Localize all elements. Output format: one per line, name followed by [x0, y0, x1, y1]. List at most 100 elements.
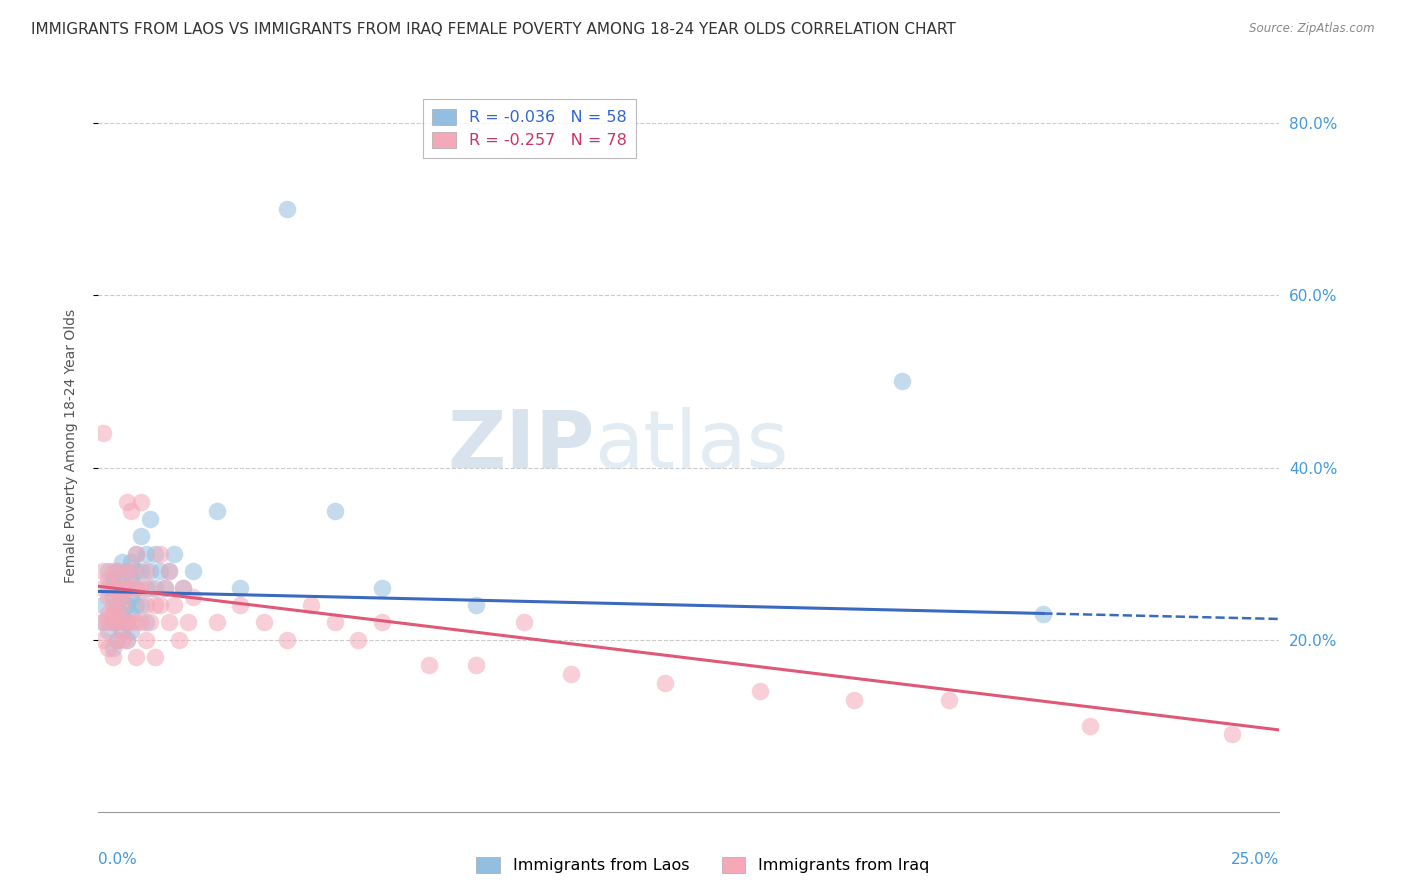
Point [143, 649, 166, 664]
Point [125, 649, 148, 664]
Point [91, 632, 114, 647]
Point [101, 641, 124, 656]
Point [157, 564, 180, 578]
Point [121, 590, 143, 604]
Point [97, 581, 120, 595]
Text: 0.0%: 0.0% [98, 852, 138, 867]
Point [229, 581, 252, 595]
Point [125, 547, 148, 561]
Point [1032, 607, 1054, 621]
Point [91, 581, 114, 595]
Point [97, 624, 120, 638]
Point [121, 573, 143, 587]
Point [111, 555, 134, 569]
Point [129, 564, 152, 578]
Point [101, 615, 124, 630]
Point [143, 598, 166, 612]
Point [465, 658, 488, 673]
Point [101, 581, 124, 595]
Point [129, 529, 152, 543]
Point [139, 581, 162, 595]
Point [139, 564, 162, 578]
Point [177, 615, 200, 630]
Point [105, 632, 128, 647]
Point [125, 547, 148, 561]
Point [101, 598, 124, 612]
Text: 25.0%: 25.0% [1232, 852, 1279, 867]
Point [91, 564, 114, 578]
Point [115, 564, 138, 578]
Point [276, 202, 298, 217]
Point [890, 375, 912, 389]
Point [105, 615, 128, 630]
Point [748, 684, 770, 698]
Point [111, 573, 134, 587]
Point [111, 615, 134, 630]
Point [139, 615, 162, 630]
Point [115, 581, 138, 595]
Point [371, 581, 394, 595]
Point [253, 615, 276, 630]
Point [149, 564, 172, 578]
Point [229, 598, 252, 612]
Point [111, 632, 134, 647]
Point [149, 598, 172, 612]
Point [111, 581, 134, 595]
Point [560, 667, 582, 681]
Point [97, 607, 120, 621]
Point [143, 581, 166, 595]
Point [121, 615, 143, 630]
Point [157, 564, 180, 578]
Point [323, 503, 346, 517]
Point [135, 547, 157, 561]
Point [105, 632, 128, 647]
Point [129, 581, 152, 595]
Text: IMMIGRANTS FROM LAOS VS IMMIGRANTS FROM IRAQ FEMALE POVERTY AMONG 18-24 YEAR OLD: IMMIGRANTS FROM LAOS VS IMMIGRANTS FROM … [31, 22, 956, 37]
Point [115, 564, 138, 578]
Point [938, 693, 960, 707]
Point [97, 590, 120, 604]
Point [97, 573, 120, 587]
Point [115, 615, 138, 630]
Point [115, 615, 138, 630]
Point [121, 555, 143, 569]
Point [205, 615, 228, 630]
Point [121, 607, 143, 621]
Point [143, 547, 166, 561]
Point [111, 607, 134, 621]
Point [101, 581, 124, 595]
Point [205, 503, 228, 517]
Point [105, 598, 128, 612]
Point [121, 581, 143, 595]
Point [276, 632, 298, 647]
Point [101, 649, 124, 664]
Point [135, 581, 157, 595]
Point [101, 607, 124, 621]
Point [129, 615, 152, 630]
Point [105, 564, 128, 578]
Point [91, 426, 114, 441]
Point [97, 564, 120, 578]
Point [121, 564, 143, 578]
Point [153, 581, 176, 595]
Point [1220, 727, 1243, 741]
Point [844, 693, 866, 707]
Point [149, 547, 172, 561]
Point [111, 624, 134, 638]
Point [157, 615, 180, 630]
Point [105, 607, 128, 621]
Point [139, 512, 162, 526]
Point [135, 615, 157, 630]
Point [153, 581, 176, 595]
Point [105, 581, 128, 595]
Point [129, 495, 152, 509]
Point [135, 564, 157, 578]
Point [181, 590, 204, 604]
Point [115, 632, 138, 647]
Point [371, 615, 394, 630]
Legend: Immigrants from Laos, Immigrants from Iraq: Immigrants from Laos, Immigrants from Ir… [470, 850, 936, 880]
Point [125, 581, 148, 595]
Point [172, 581, 194, 595]
Point [121, 503, 143, 517]
Point [111, 590, 134, 604]
